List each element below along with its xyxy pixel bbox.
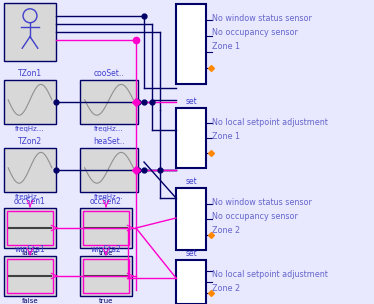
- Text: setPoi: setPoi: [180, 0, 202, 2]
- Text: Zone 2: Zone 2: [212, 226, 240, 235]
- Bar: [4, 208, 56, 248]
- Bar: [83, 259, 129, 293]
- Text: freqHz...: freqHz...: [94, 126, 124, 132]
- Text: Zone 1: Zone 1: [212, 42, 240, 51]
- Bar: [7, 259, 53, 293]
- Text: cooSet..: cooSet..: [94, 69, 124, 78]
- Bar: [7, 211, 53, 245]
- Bar: [80, 208, 132, 248]
- Text: freqHz...: freqHz...: [15, 194, 45, 200]
- Text: Zone 1: Zone 1: [212, 132, 240, 141]
- Text: occSen1: occSen1: [14, 197, 46, 206]
- Text: occSen2: occSen2: [90, 197, 122, 206]
- Text: No window status sensor: No window status sensor: [212, 198, 312, 207]
- Bar: [176, 188, 206, 250]
- Text: Zone 2: Zone 2: [212, 284, 240, 293]
- Text: No local setpoint adjustment: No local setpoint adjustment: [212, 118, 328, 127]
- Text: No occupancy sensor: No occupancy sensor: [212, 212, 298, 221]
- Text: false: false: [22, 298, 38, 304]
- Bar: [176, 108, 206, 168]
- Bar: [83, 211, 129, 245]
- Text: winSta2: winSta2: [91, 245, 122, 254]
- Text: true: true: [99, 298, 113, 304]
- Bar: [4, 3, 56, 61]
- Bar: [4, 80, 56, 124]
- Bar: [80, 80, 138, 124]
- Text: true: true: [99, 250, 113, 256]
- Text: false: false: [22, 250, 38, 256]
- Text: heaSet..: heaSet..: [93, 137, 125, 146]
- Text: occSch: occSch: [17, 0, 43, 1]
- Bar: [176, 4, 206, 84]
- Bar: [80, 256, 132, 296]
- Bar: [176, 260, 206, 304]
- Text: No local setpoint adjustment: No local setpoint adjustment: [212, 270, 328, 279]
- Text: No window status sensor: No window status sensor: [212, 14, 312, 23]
- Text: set: set: [185, 177, 197, 186]
- Text: TZon1: TZon1: [18, 69, 42, 78]
- Text: TZon2: TZon2: [18, 137, 42, 146]
- Bar: [4, 256, 56, 296]
- Bar: [4, 148, 56, 192]
- Text: set: set: [185, 249, 197, 258]
- Bar: [80, 148, 138, 192]
- Text: winSta1: winSta1: [15, 245, 45, 254]
- Text: No occupancy sensor: No occupancy sensor: [212, 28, 298, 37]
- Text: freqHz...: freqHz...: [94, 194, 124, 200]
- Text: freqHz...: freqHz...: [15, 126, 45, 132]
- Text: set: set: [185, 97, 197, 106]
